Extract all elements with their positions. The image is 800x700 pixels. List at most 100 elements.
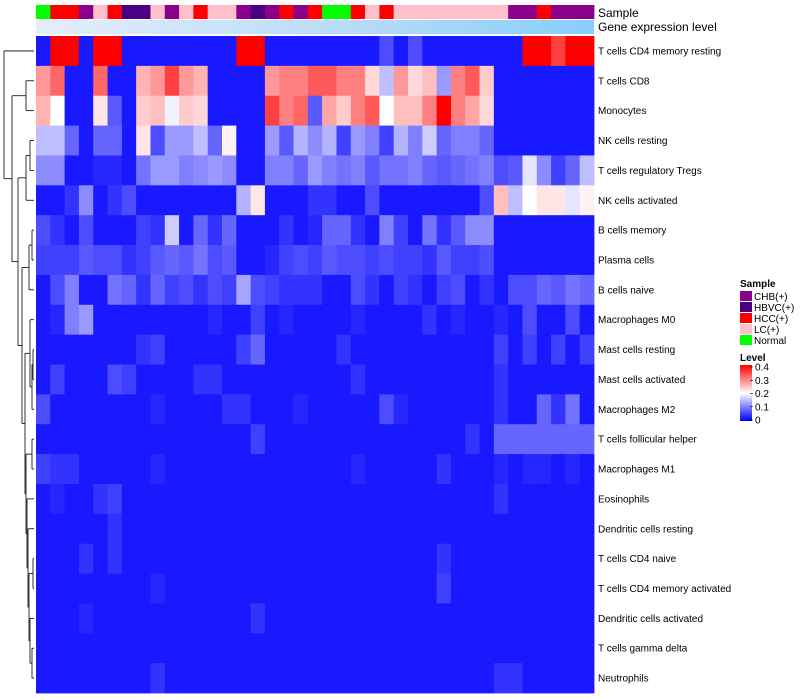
- heatmap-cell: [408, 394, 423, 425]
- heatmap-cell: [64, 125, 80, 156]
- heatmap-cell: [236, 274, 252, 306]
- heatmap-cell: [236, 543, 252, 574]
- heatmap-cell: [307, 424, 323, 455]
- heatmap-cell: [36, 633, 51, 664]
- heatmap-cell: [551, 155, 566, 186]
- heatmap-cell: [121, 274, 137, 306]
- sample-annotation-cell: [551, 5, 566, 19]
- heatmap-cell: [207, 185, 223, 216]
- heatmap-cell: [365, 364, 380, 395]
- heatmap-cell: [336, 483, 352, 515]
- row-label: T cells CD4 memory activated: [598, 584, 731, 595]
- heatmap-cell: [322, 274, 337, 306]
- sample-annotation-cell: [179, 5, 194, 19]
- heatmap-cell: [322, 125, 337, 156]
- heatmap-cell: [207, 483, 223, 515]
- heatmap-cell: [50, 185, 66, 216]
- heatmap-cell: [422, 155, 438, 186]
- heatmap-cell: [121, 663, 137, 694]
- heatmap-cell: [350, 36, 366, 67]
- heatmap-cell: [222, 65, 237, 97]
- heatmap-cell: [264, 215, 280, 246]
- heatmap-cell: [551, 483, 566, 515]
- heatmap-cell: [579, 454, 595, 485]
- heatmap-cell: [107, 483, 123, 515]
- heatmap-cell: [164, 274, 180, 306]
- heatmap-cell: [365, 603, 380, 634]
- heatmap-cell: [450, 65, 466, 97]
- heatmap-cell: [107, 573, 123, 604]
- heatmap-cell: [465, 125, 480, 156]
- heatmap-cell: [36, 245, 51, 276]
- sample-annotation-cell: [78, 5, 94, 19]
- heatmap-cell: [579, 304, 595, 336]
- heatmap-cell: [107, 364, 123, 395]
- heatmap-cell: [107, 245, 123, 276]
- heatmap-cell: [508, 95, 523, 126]
- heatmap-cell: [50, 274, 66, 306]
- row-label: Monocytes: [598, 106, 646, 117]
- heatmap-cell: [565, 364, 581, 395]
- sample-annotation-cell: [150, 5, 166, 19]
- heatmap-cell: [350, 155, 366, 186]
- heatmap-cell: [479, 304, 495, 336]
- heatmap-cell: [264, 245, 280, 276]
- heatmap-cell: [93, 633, 108, 664]
- heatmap-cell: [293, 663, 309, 694]
- level-tick-label: 0.3: [755, 376, 769, 387]
- heatmap-cell: [136, 424, 151, 455]
- heatmap-cell: [222, 334, 237, 365]
- heatmap-cell: [264, 334, 280, 365]
- heatmap-cell: [36, 663, 51, 694]
- heatmap-cell: [293, 36, 309, 67]
- heatmap-cell: [222, 543, 237, 574]
- heatmap-cell: [136, 155, 151, 186]
- heatmap-cell: [493, 424, 509, 455]
- heatmap-cell: [493, 394, 509, 425]
- heatmap-cell: [279, 334, 294, 365]
- heatmap-cell: [150, 155, 166, 186]
- heatmap-cell: [121, 65, 137, 97]
- heatmap-cell: [93, 394, 108, 425]
- heatmap-cell: [264, 364, 280, 395]
- heatmap-cell: [465, 483, 480, 515]
- heatmap-cell: [565, 334, 581, 365]
- heatmap-cell: [422, 65, 438, 97]
- sample-annotation-cell: [450, 5, 466, 19]
- heatmap-cell: [193, 603, 209, 634]
- heatmap-cell: [207, 36, 223, 67]
- heatmap-cell: [322, 513, 337, 545]
- heatmap-cell: [293, 65, 309, 97]
- sample-annotation-cell: [93, 5, 108, 19]
- heatmap-cell: [78, 125, 94, 156]
- heatmap-cell: [64, 65, 80, 97]
- heatmap-cell: [36, 215, 51, 246]
- heatmap-cell: [450, 125, 466, 156]
- heatmap-cell: [164, 304, 180, 336]
- heatmap-cell: [150, 304, 166, 336]
- heatmap-cell: [36, 573, 51, 604]
- heatmap-cell: [565, 573, 581, 604]
- heatmap-cell: [121, 573, 137, 604]
- heatmap-cell: [293, 245, 309, 276]
- heatmap-cell: [307, 543, 323, 574]
- heatmap-cell: [379, 394, 395, 425]
- level-tick-label: 0.1: [755, 402, 769, 413]
- heatmap-cell: [179, 424, 194, 455]
- heatmap-cell: [408, 633, 423, 664]
- heatmap-cell: [422, 633, 438, 664]
- heatmap-cell: [93, 603, 108, 634]
- heatmap-cell: [579, 603, 595, 634]
- heatmap-cell: [307, 603, 323, 634]
- heatmap-cell: [450, 633, 466, 664]
- heatmap-cell: [207, 304, 223, 336]
- heatmap-cell: [307, 663, 323, 694]
- heatmap-cell: [579, 364, 595, 395]
- heatmap-cell: [279, 633, 294, 664]
- heatmap-cell: [136, 215, 151, 246]
- heatmap-cell: [64, 633, 80, 664]
- heatmap-cell: [36, 424, 51, 455]
- heatmap-cell: [465, 573, 480, 604]
- sample-annotation-cell: [336, 5, 352, 19]
- heatmap-cell: [379, 454, 395, 485]
